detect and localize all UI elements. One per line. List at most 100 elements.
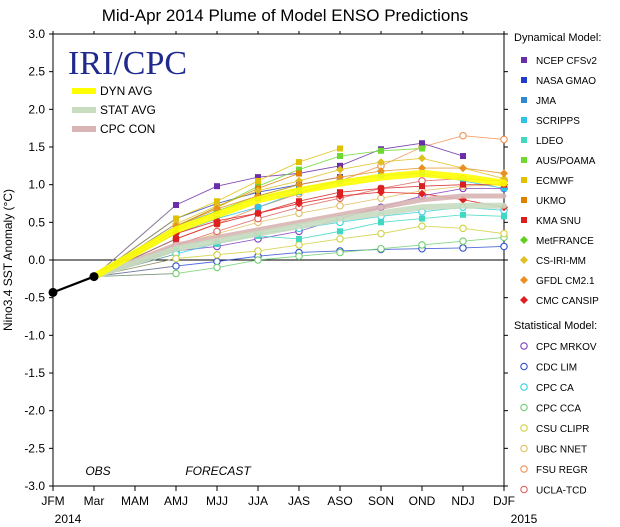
series-point <box>336 202 344 210</box>
series-point <box>378 219 384 226</box>
average-legend-label: DYN AVG <box>100 84 152 98</box>
series-point <box>295 252 303 260</box>
average-layer <box>90 169 508 281</box>
statistical-legend-marker <box>520 383 528 391</box>
series-line <box>93 236 505 278</box>
observed-layer <box>48 272 99 297</box>
statistical-legend-marker <box>520 444 528 453</box>
series-point <box>460 177 466 184</box>
y-tick-label: 0.0 <box>28 253 45 267</box>
dynamical-legend: NCEP CFSv2 NASA GMAO JMA SCRIPPS LDEO AUS/POA… <box>520 56 599 307</box>
statistical-legend-title: Statistical Model: <box>514 320 597 332</box>
x-tick-label: JJA <box>248 494 268 508</box>
statistical-legend-marker <box>520 424 528 432</box>
dynamical-legend-marker <box>520 256 528 264</box>
series-point <box>172 262 180 270</box>
series-point <box>377 244 385 253</box>
average-legend: DYN AVG STAT AVG CPC CON <box>72 84 156 136</box>
x-tick-label: DJF <box>493 494 515 508</box>
statistical-legend: CPC MRKOV CDC LIM CPC CA CPC CCA CSU CLIPR UB… <box>520 342 597 497</box>
series-point <box>459 224 467 233</box>
statistical-legend-label: FSU REGR <box>536 465 588 476</box>
dynamical-legend-marker <box>520 276 528 284</box>
series-point <box>172 269 180 278</box>
dynamical-legend-marker <box>521 77 527 83</box>
series-point <box>254 209 262 218</box>
series-point <box>214 183 220 190</box>
dynamical-legend-marker <box>521 217 527 223</box>
x-tick-label: ASO <box>327 494 352 508</box>
x-tick-label: SON <box>368 494 394 508</box>
statistical-legend-label: CPC CCA <box>536 404 581 415</box>
series-point <box>336 191 344 200</box>
statistical-legend-label: UCLA-TCD <box>536 486 587 497</box>
series-point <box>255 174 261 181</box>
statistical-legend-marker <box>520 362 528 371</box>
series-point <box>295 199 303 208</box>
dynamical-legend-marker <box>521 57 527 63</box>
series-point <box>460 181 466 188</box>
average-line-stat-avg <box>91 202 507 280</box>
statistical-legend-label: CSU CLIPR <box>536 424 589 435</box>
series-point <box>500 169 508 178</box>
series-point <box>419 183 425 190</box>
series-point <box>419 145 425 152</box>
y-tick-label: -1.5 <box>24 366 45 380</box>
series-point <box>418 189 426 198</box>
series-line <box>93 157 505 277</box>
series-point <box>336 235 344 243</box>
dynamical-legend-label: UKMO <box>536 196 566 207</box>
series-point <box>172 254 180 263</box>
series-point <box>296 235 302 242</box>
series-point <box>255 177 261 184</box>
y-tick-label: 2.5 <box>28 65 45 79</box>
dynamical-legend-marker <box>521 197 527 203</box>
dynamical-legend-marker <box>521 177 527 183</box>
series-connector <box>93 273 177 277</box>
dynamical-legend-label: JMA <box>536 96 556 107</box>
series-point <box>418 177 426 185</box>
dynamical-legend-label: SCRIPPS <box>536 116 580 127</box>
dynamical-legend-marker <box>521 157 527 163</box>
series-point <box>213 257 221 266</box>
y-tick-label: -2.5 <box>24 441 45 455</box>
series-point <box>501 213 507 220</box>
series-point <box>418 241 426 249</box>
statistical-legend-label: CDC LIM <box>536 363 577 374</box>
y-tick-label: 1.5 <box>28 140 45 154</box>
x-tick-label: AMJ <box>164 494 188 508</box>
series-point <box>173 202 179 209</box>
dynamical-legend-marker <box>521 137 527 143</box>
series-point <box>337 153 343 160</box>
series-line <box>93 245 505 278</box>
series-line <box>93 178 505 277</box>
series-point <box>213 227 221 236</box>
dynamical-legend-label: NASA GMAO <box>536 76 596 87</box>
y-tick-label: -2.0 <box>24 404 45 418</box>
observed-line <box>52 275 95 294</box>
dynamical-legend-label: MetFRANCE <box>536 236 594 247</box>
chart-title: Mid-Apr 2014 Plume of Model ENSO Predict… <box>102 6 469 25</box>
series-line <box>93 167 505 277</box>
dynamical-legend-label: CS-IRI-MM <box>536 256 586 267</box>
dynamical-series-ecmwf <box>93 145 343 277</box>
series-point <box>173 235 179 242</box>
x-tick-label: MAM <box>121 494 149 508</box>
y-tick-label: -0.5 <box>24 291 45 305</box>
series-line <box>93 184 504 277</box>
year-start-label: 2014 <box>55 512 82 526</box>
series-point <box>418 222 426 230</box>
series-point <box>377 229 385 238</box>
dynamical-legend-marker <box>520 296 528 304</box>
series-point <box>295 241 303 249</box>
x-tick-label: NDJ <box>451 494 474 508</box>
observed-point <box>89 272 99 282</box>
y-tick-label: -1.0 <box>24 328 45 342</box>
x-tick-label: JAS <box>288 494 310 508</box>
x-tick-label: OND <box>409 494 436 508</box>
dynamical-legend-label: LDEO <box>536 136 563 147</box>
dynamical-legend-marker <box>521 117 527 123</box>
y-tick-label: 2.0 <box>28 102 45 116</box>
series-point <box>460 211 466 218</box>
dynamical-legend-title: Dynamical Model: <box>514 32 601 44</box>
